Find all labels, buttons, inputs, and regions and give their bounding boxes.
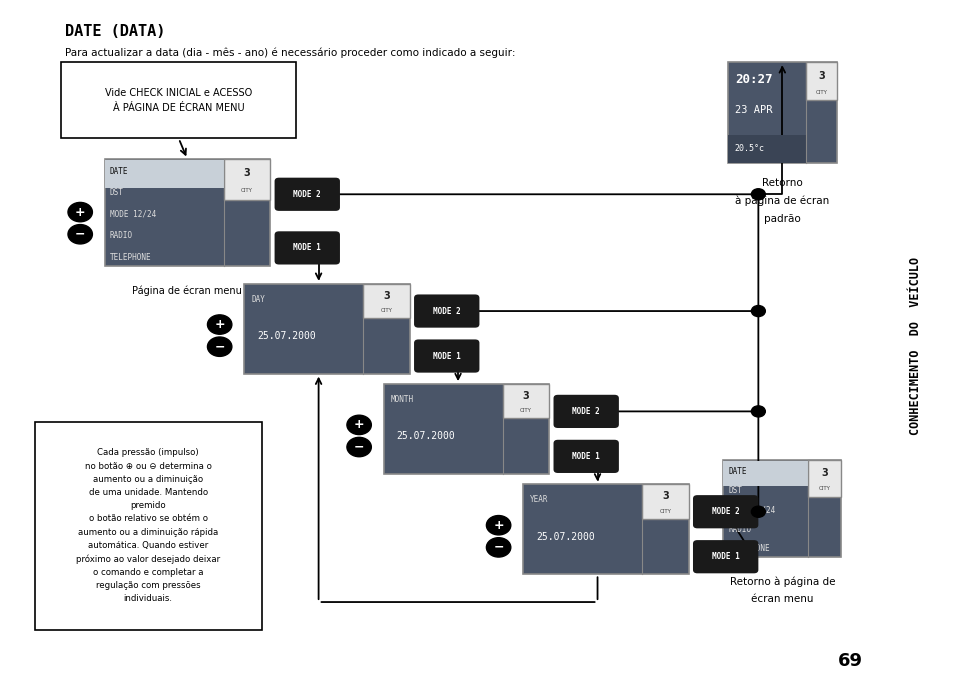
Text: Retorno: Retorno <box>762 178 803 188</box>
FancyBboxPatch shape <box>693 540 758 573</box>
Text: écran menu: écran menu <box>751 594 813 604</box>
Text: +: + <box>75 206 85 219</box>
Text: MODE 12/24: MODE 12/24 <box>109 210 156 219</box>
Text: DST: DST <box>109 188 124 197</box>
Text: 23 APR: 23 APR <box>734 105 773 116</box>
Text: CONHECIMENTO  DO  VEÍCULO: CONHECIMENTO DO VEÍCULO <box>909 257 923 435</box>
Text: MODE 2: MODE 2 <box>294 190 322 199</box>
Text: DATE (DATA): DATE (DATA) <box>65 24 166 39</box>
Circle shape <box>752 305 765 316</box>
FancyBboxPatch shape <box>275 231 340 264</box>
Text: −: − <box>214 340 225 353</box>
Text: +: + <box>354 419 365 431</box>
Circle shape <box>347 415 372 435</box>
FancyBboxPatch shape <box>363 284 410 318</box>
Text: 3: 3 <box>522 391 529 401</box>
Text: MODE 1: MODE 1 <box>572 452 600 461</box>
Text: 3: 3 <box>244 168 251 179</box>
Text: 69: 69 <box>837 652 862 670</box>
Text: +: + <box>493 519 504 531</box>
FancyBboxPatch shape <box>728 134 806 163</box>
Circle shape <box>752 406 765 417</box>
Text: MODE 1: MODE 1 <box>294 244 322 253</box>
Text: TELEPHONE: TELEPHONE <box>109 253 152 262</box>
Text: CITY: CITY <box>660 509 671 513</box>
Text: MODE 2: MODE 2 <box>572 407 600 416</box>
Text: −: − <box>354 441 365 453</box>
Text: CITY: CITY <box>816 89 828 95</box>
Text: MODE 2: MODE 2 <box>433 307 461 316</box>
FancyBboxPatch shape <box>554 394 619 428</box>
Text: −: − <box>493 541 504 554</box>
FancyBboxPatch shape <box>808 460 841 497</box>
Text: 20:27: 20:27 <box>734 73 773 86</box>
FancyBboxPatch shape <box>105 161 224 188</box>
Circle shape <box>347 437 372 457</box>
Text: MONTH: MONTH <box>391 395 414 404</box>
Text: 20.5°c: 20.5°c <box>734 144 765 153</box>
Text: 3: 3 <box>822 468 828 478</box>
FancyBboxPatch shape <box>61 62 297 138</box>
Circle shape <box>752 507 765 518</box>
Text: 25.07.2000: 25.07.2000 <box>257 331 316 341</box>
Text: −: − <box>75 228 85 241</box>
FancyBboxPatch shape <box>728 62 837 163</box>
Circle shape <box>207 315 232 334</box>
FancyBboxPatch shape <box>523 484 688 574</box>
Circle shape <box>207 337 232 356</box>
FancyBboxPatch shape <box>414 294 479 327</box>
FancyBboxPatch shape <box>693 495 758 529</box>
Circle shape <box>487 516 511 535</box>
Text: Vide CHECK INICIAL e ACESSO
À PÁGINA DE ÉCRAN MENU: Vide CHECK INICIAL e ACESSO À PÁGINA DE … <box>105 88 252 113</box>
Text: padrão: padrão <box>764 214 801 224</box>
Text: CITY: CITY <box>819 486 830 491</box>
FancyBboxPatch shape <box>724 461 808 486</box>
FancyBboxPatch shape <box>244 284 410 374</box>
Circle shape <box>68 225 92 244</box>
FancyBboxPatch shape <box>224 159 270 200</box>
Text: 25.07.2000: 25.07.2000 <box>536 531 595 542</box>
FancyBboxPatch shape <box>554 440 619 473</box>
FancyBboxPatch shape <box>384 384 549 474</box>
FancyBboxPatch shape <box>724 460 841 557</box>
Text: +: + <box>214 318 225 331</box>
FancyBboxPatch shape <box>275 178 340 211</box>
Text: Cada pressão (impulso)
no botão ⊕ ou ⊖ determina o
aumento ou a diminuição
de um: Cada pressão (impulso) no botão ⊕ ou ⊖ d… <box>76 448 220 603</box>
FancyBboxPatch shape <box>35 422 261 630</box>
FancyBboxPatch shape <box>503 384 549 418</box>
Circle shape <box>752 189 765 200</box>
Text: TELEPHONE: TELEPHONE <box>729 544 770 554</box>
Text: CITY: CITY <box>241 188 253 194</box>
Text: MODE 1: MODE 1 <box>711 552 739 561</box>
Text: DAY: DAY <box>252 295 265 304</box>
Text: DST: DST <box>729 486 743 495</box>
Text: YEAR: YEAR <box>530 495 548 504</box>
Text: CITY: CITY <box>520 408 532 413</box>
Text: RADIO: RADIO <box>729 525 752 534</box>
Text: Para actualizar a data (dia - mês - ano) é necessário proceder como indicado a s: Para actualizar a data (dia - mês - ano)… <box>65 47 516 57</box>
Text: RADIO: RADIO <box>109 231 132 240</box>
FancyBboxPatch shape <box>806 62 837 100</box>
Text: Retorno à página de: Retorno à página de <box>730 576 835 587</box>
Text: MODE 12/24: MODE 12/24 <box>729 505 775 515</box>
Text: DATE: DATE <box>109 167 129 176</box>
FancyBboxPatch shape <box>105 159 270 266</box>
Text: à página de écran: à página de écran <box>735 196 829 206</box>
FancyBboxPatch shape <box>642 484 688 518</box>
Text: 25.07.2000: 25.07.2000 <box>396 431 455 441</box>
Text: 3: 3 <box>662 491 669 502</box>
Text: MODE 1: MODE 1 <box>433 352 461 361</box>
Text: 3: 3 <box>383 291 390 301</box>
Text: DATE: DATE <box>729 466 747 476</box>
Circle shape <box>487 538 511 557</box>
Text: Página de écran menu: Página de écran menu <box>132 286 242 296</box>
Text: 3: 3 <box>818 71 825 81</box>
FancyBboxPatch shape <box>414 339 479 372</box>
Text: MODE 2: MODE 2 <box>711 507 739 516</box>
Circle shape <box>68 203 92 222</box>
Text: CITY: CITY <box>380 308 393 313</box>
